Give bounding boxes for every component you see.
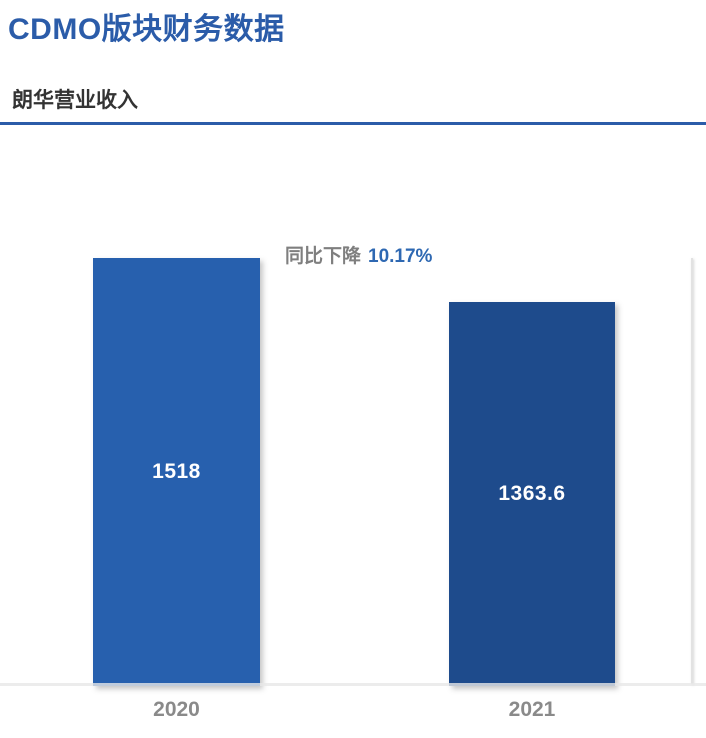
page-title: CDMO版块财务数据 [8, 13, 285, 46]
chart-subtitle: 朗华营业收入 [12, 89, 138, 112]
yoy-annotation: 同比下降 10.17% [285, 241, 432, 268]
bar-value-label: 1518 [152, 460, 201, 483]
plot-right-edge-line [691, 258, 693, 684]
title-divider [0, 122, 706, 125]
yoy-annotation-prefix: 同比下降 [285, 246, 362, 267]
bar-2020: 1518 [93, 258, 260, 686]
x-axis-label-2021: 2021 [508, 698, 556, 721]
x-axis-line [0, 683, 706, 686]
x-axis-label-2020: 2020 [153, 698, 200, 721]
bar-value-label: 1363.6 [498, 482, 566, 505]
yoy-annotation-value: 10.17% [368, 246, 433, 267]
bar-chart: 同比下降 10.17% 1518 1363.6 2020 2021 [0, 130, 706, 738]
bar-2021: 1363.6 [449, 302, 615, 686]
